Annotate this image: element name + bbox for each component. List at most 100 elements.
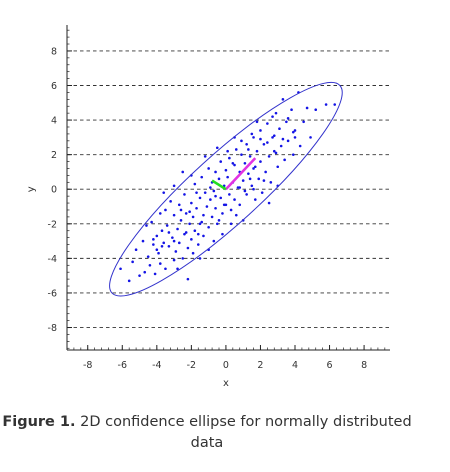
data-point xyxy=(231,161,235,165)
data-point xyxy=(253,198,257,201)
data-point xyxy=(250,184,254,188)
grid-lines xyxy=(67,50,390,328)
data-point xyxy=(215,146,219,150)
y-tick-label: -4 xyxy=(48,254,57,265)
data-point xyxy=(207,167,210,170)
data-point xyxy=(212,189,216,193)
x-tick-label: 0 xyxy=(223,360,229,371)
data-point xyxy=(233,198,236,201)
data-point xyxy=(260,191,264,194)
data-point xyxy=(267,201,271,205)
data-point xyxy=(164,208,167,212)
data-point xyxy=(188,222,191,226)
y-tick-label: 2 xyxy=(51,150,57,161)
data-point xyxy=(148,263,152,267)
data-point xyxy=(172,239,176,243)
data-point xyxy=(210,215,214,219)
data-point xyxy=(179,208,183,212)
data-point xyxy=(177,203,181,207)
data-point xyxy=(214,206,217,210)
data-point xyxy=(234,213,238,217)
data-point xyxy=(155,248,159,252)
data-point xyxy=(158,212,162,215)
data-point xyxy=(131,260,134,264)
data-point xyxy=(172,213,176,217)
data-point xyxy=(245,193,248,196)
data-point xyxy=(248,155,252,158)
figure-label: Figure 1. xyxy=(2,414,76,430)
data-point xyxy=(138,274,141,277)
data-point xyxy=(281,98,285,101)
data-point xyxy=(221,212,224,215)
data-point xyxy=(267,155,271,158)
data-point xyxy=(202,213,205,217)
data-point xyxy=(229,222,233,226)
data-point xyxy=(247,148,250,151)
data-point xyxy=(278,127,281,131)
data-point xyxy=(172,258,176,262)
data-point xyxy=(272,134,276,137)
x-tick-label: -2 xyxy=(187,360,196,371)
data-point xyxy=(240,153,243,156)
data-point xyxy=(229,208,233,212)
data-point xyxy=(150,220,153,224)
data-point xyxy=(291,153,295,156)
data-point xyxy=(262,142,266,146)
x-axis-title: x xyxy=(223,378,229,389)
figure-caption-text: 2D confidence ellipse for normally distr… xyxy=(75,414,412,451)
data-point xyxy=(305,106,309,110)
data-point xyxy=(172,184,176,188)
data-point xyxy=(196,232,200,236)
data-point xyxy=(262,179,266,182)
x-tick-label: 6 xyxy=(327,360,333,371)
data-point xyxy=(214,170,217,174)
data-point xyxy=(202,234,205,238)
data-point xyxy=(217,177,221,181)
data-point xyxy=(183,232,186,236)
data-point xyxy=(264,170,267,174)
data-point xyxy=(241,179,245,182)
data-point xyxy=(222,203,226,207)
y-tick-label: 8 xyxy=(51,46,57,57)
data-point xyxy=(266,141,269,144)
data-point xyxy=(193,182,197,186)
data-point xyxy=(119,267,122,271)
data-point xyxy=(164,267,167,271)
x-tick-label: 2 xyxy=(257,360,263,371)
data-point xyxy=(293,129,297,132)
major-axis-vector xyxy=(224,157,257,191)
data-point xyxy=(274,111,278,115)
data-point xyxy=(127,279,131,283)
data-point xyxy=(252,187,255,191)
data-point xyxy=(157,251,160,255)
confidence-ellipse xyxy=(109,81,343,297)
axes xyxy=(66,25,390,351)
data-point xyxy=(240,139,243,143)
data-point xyxy=(176,267,179,271)
data-point xyxy=(153,272,157,276)
data-point xyxy=(333,103,337,106)
ellipse-overlay xyxy=(109,81,343,297)
data-point xyxy=(285,120,288,124)
data-point xyxy=(234,148,238,151)
x-tick-label: 8 xyxy=(361,360,367,371)
data-point xyxy=(266,122,269,125)
data-point xyxy=(160,229,164,233)
data-point xyxy=(146,255,150,258)
data-point xyxy=(165,224,169,227)
data-point xyxy=(257,177,261,181)
data-point xyxy=(314,108,318,112)
data-point xyxy=(243,161,247,165)
data-point xyxy=(190,201,193,205)
data-point xyxy=(188,210,191,214)
data-point xyxy=(248,177,252,181)
data-point xyxy=(283,158,286,162)
data-point xyxy=(152,243,155,246)
data-point xyxy=(226,175,229,179)
data-point xyxy=(224,168,228,172)
data-point xyxy=(162,191,166,194)
data-point xyxy=(259,129,262,132)
data-point xyxy=(252,136,255,139)
data-point xyxy=(212,239,216,243)
data-point xyxy=(203,155,207,158)
